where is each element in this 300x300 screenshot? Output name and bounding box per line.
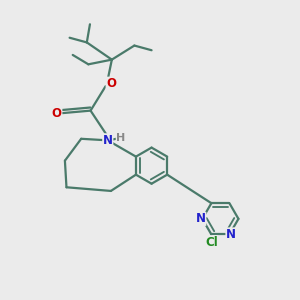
Text: O: O — [106, 77, 116, 90]
Text: N: N — [226, 228, 236, 241]
Text: Cl: Cl — [205, 236, 218, 249]
Text: N: N — [103, 134, 113, 147]
Text: H: H — [116, 133, 125, 143]
Text: N: N — [196, 212, 206, 225]
Text: O: O — [52, 106, 62, 120]
